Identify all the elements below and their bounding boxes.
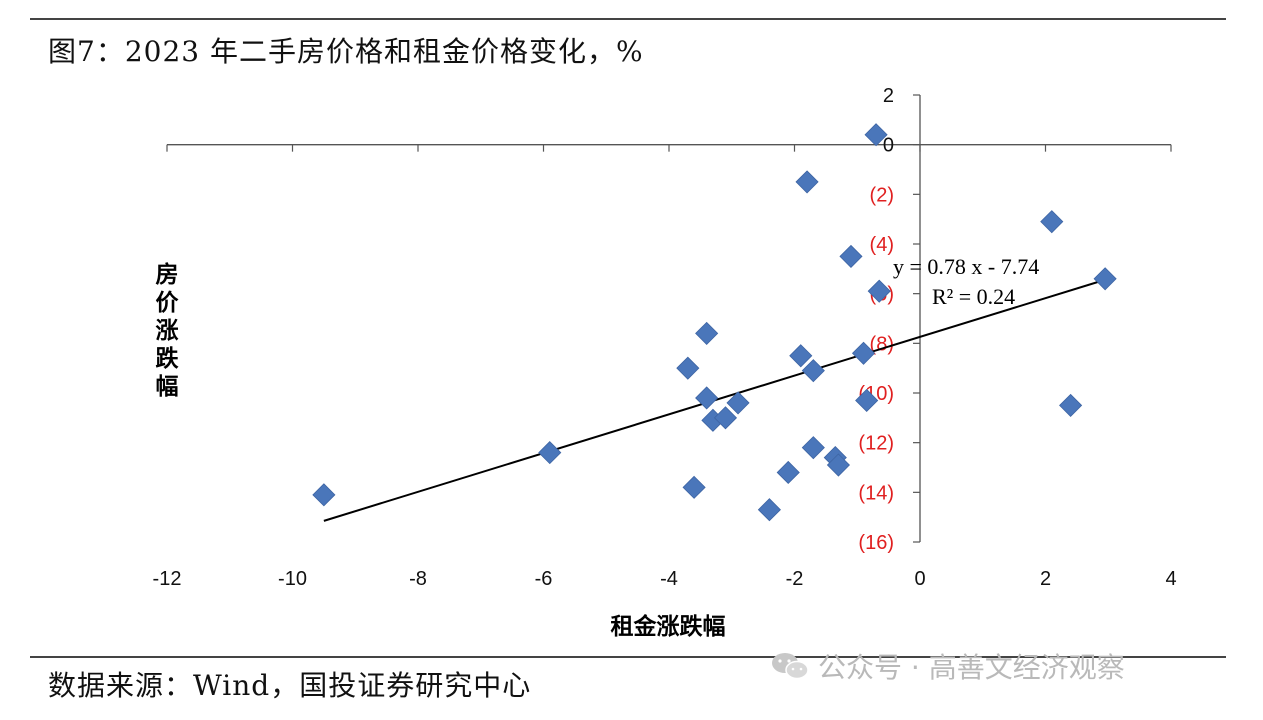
data-point xyxy=(726,391,750,415)
data-point xyxy=(312,483,336,507)
data-point xyxy=(757,498,781,522)
data-point xyxy=(867,279,891,303)
data-point xyxy=(538,441,562,465)
y-tick-label: (12) xyxy=(858,433,894,455)
data-points xyxy=(312,123,1117,522)
y-tick-label: 0 xyxy=(883,135,894,157)
wechat-icon xyxy=(770,650,810,682)
watermark-text: 公众号 · 高善文经济观察 xyxy=(818,651,1125,684)
figure-title: 图7：2023 年二手房价格和租金价格变化，% xyxy=(48,35,644,68)
data-point xyxy=(789,344,813,368)
x-tick-label: -2 xyxy=(786,568,804,590)
data-point xyxy=(855,388,879,413)
data-point xyxy=(776,460,800,485)
y-axis-title: 房价涨跌幅 xyxy=(156,261,180,400)
y-axis-title-char: 房 xyxy=(156,261,179,288)
watermark: 公众号 · 高善文经济观察 xyxy=(770,646,1125,686)
x-tick-label: -8 xyxy=(409,568,427,590)
source-note: 数据来源：Wind，国投证券研究中心 xyxy=(48,669,532,702)
y-axis-title-char: 价 xyxy=(156,290,180,316)
x-tick-label: 2 xyxy=(1040,568,1051,590)
data-point xyxy=(682,475,706,499)
x-tick-label: -10 xyxy=(278,568,307,590)
x-tick-label: 4 xyxy=(1165,568,1176,590)
trendline-equation: y = 0.78 x - 7.74 xyxy=(893,254,1039,279)
data-point xyxy=(826,453,850,477)
x-tick-label: -4 xyxy=(660,568,678,590)
data-point xyxy=(695,386,719,410)
y-axis-title-char: 跌 xyxy=(156,346,179,372)
chart-labels: 房价涨跌幅 租金涨跌幅 y = 0.78 x - 7.74 R² = 0.24 xyxy=(156,254,1040,640)
y-tick-label: (14) xyxy=(858,482,894,504)
chart-axes xyxy=(167,95,1171,542)
data-point xyxy=(676,356,700,380)
bottom-rule xyxy=(30,656,1226,658)
y-tick-label: (4) xyxy=(870,234,894,256)
data-point xyxy=(1059,393,1083,417)
x-tick-label: -6 xyxy=(535,568,553,590)
data-point xyxy=(851,341,876,365)
data-point xyxy=(1040,210,1064,234)
y-tick-label: (2) xyxy=(870,184,894,206)
chart-ticks: -12-10-8-6-4-202420(2)(4)(6)(8)(10)(12)(… xyxy=(153,85,1177,590)
data-point xyxy=(795,170,819,194)
data-point xyxy=(839,244,863,268)
trendline-r-squared: R² = 0.24 xyxy=(932,284,1015,309)
x-tick-label: 0 xyxy=(914,568,925,590)
data-point xyxy=(801,436,825,460)
data-point xyxy=(695,321,719,345)
x-tick-label: -12 xyxy=(153,568,182,590)
data-point xyxy=(1093,267,1117,291)
y-axis-title-char: 幅 xyxy=(156,374,179,400)
data-point xyxy=(713,406,738,430)
data-point xyxy=(864,123,888,147)
y-tick-label: (16) xyxy=(858,532,894,554)
x-axis-title: 租金涨跌幅 xyxy=(611,613,726,640)
top-rule xyxy=(30,18,1226,20)
y-axis-title-char: 涨 xyxy=(156,318,179,344)
data-point xyxy=(801,359,825,383)
y-tick-label: 2 xyxy=(883,85,894,107)
